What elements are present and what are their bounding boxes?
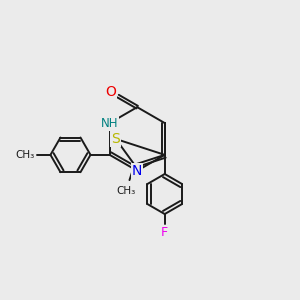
- Text: F: F: [161, 226, 168, 239]
- Text: S: S: [111, 132, 120, 146]
- Text: CH₃: CH₃: [15, 150, 34, 160]
- Text: NH: NH: [101, 117, 119, 130]
- Text: CH₃: CH₃: [116, 186, 136, 196]
- Text: O: O: [106, 85, 116, 99]
- Text: N: N: [132, 164, 142, 178]
